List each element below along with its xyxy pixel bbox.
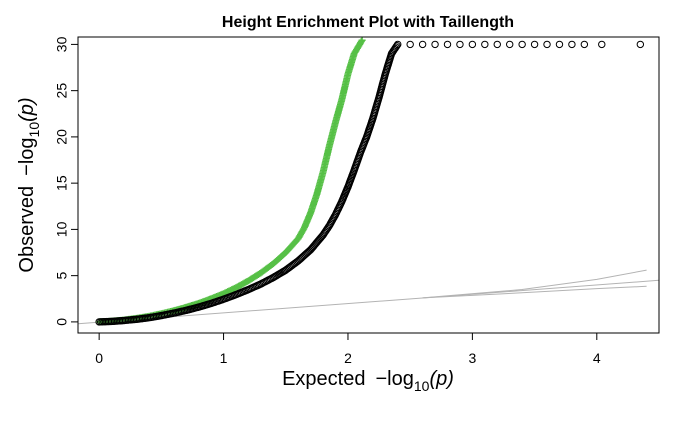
data-point (357, 38, 365, 46)
data-point (443, 40, 452, 49)
data-point (358, 36, 366, 44)
reference-line (422, 269, 647, 299)
y-tick-label: 5 (54, 272, 70, 280)
data-point (636, 40, 645, 49)
y-tick-label: 15 (54, 175, 70, 191)
all-snps-series (95, 40, 645, 326)
x-tick-label: 4 (593, 350, 601, 366)
y-tick-label: 10 (54, 221, 70, 237)
x-axis-label: Expected −log10(p) (282, 368, 454, 394)
data-point (598, 40, 606, 49)
y-tick-label: 0 (54, 318, 70, 326)
data-point (481, 40, 489, 49)
data-point (418, 40, 427, 49)
data-point (506, 40, 514, 49)
x-axis: 0 1 2 3 4 (95, 332, 601, 366)
chart-title: Height Enrichment Plot with Taillength (222, 14, 514, 31)
plot-box (77, 36, 660, 334)
data-point (431, 40, 439, 49)
data-point (406, 40, 414, 49)
x-tick-label: 2 (344, 350, 352, 366)
y-tick-label: 25 (54, 83, 70, 99)
data-point (555, 40, 564, 49)
data-point (468, 40, 477, 49)
data-point (393, 42, 401, 50)
data-point (580, 40, 589, 49)
data-points (77, 36, 660, 326)
data-point (543, 40, 551, 49)
x-tick-label: 0 (95, 350, 103, 366)
reference-line (422, 285, 647, 299)
y-axis: 0 5 10 15 20 25 30 (54, 36, 79, 326)
data-point (530, 40, 539, 49)
x-tick-label: 1 (220, 350, 228, 366)
data-point (394, 40, 402, 49)
y-tick-label: 20 (54, 129, 70, 145)
data-point (568, 40, 576, 49)
data-point (518, 40, 526, 49)
data-point (493, 40, 501, 49)
data-point (456, 40, 464, 49)
x-tick-label: 3 (468, 350, 476, 366)
y-axis-label: Observed−log10(p) (16, 97, 42, 272)
enriched-series (95, 36, 366, 326)
y-tick-label: 30 (54, 36, 70, 52)
